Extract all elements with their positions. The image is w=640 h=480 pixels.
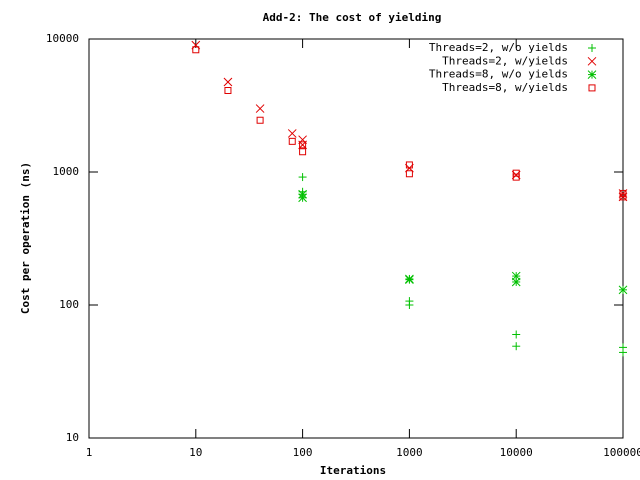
marker-stroke [299, 141, 307, 149]
y-tick-label: 100 [59, 298, 79, 311]
marker-stroke [512, 169, 520, 177]
point [299, 141, 307, 149]
marker-stroke [223, 77, 233, 87]
point [298, 193, 307, 203]
point [618, 285, 628, 295]
marker-stroke [588, 84, 596, 92]
marker-stroke [511, 277, 521, 287]
marker-stroke [512, 173, 520, 181]
legend-marker [588, 84, 596, 92]
point [192, 46, 200, 54]
x-tick-label: 1 [86, 446, 93, 459]
point [619, 348, 627, 357]
legend-label: Threads=8, w/o yields [429, 68, 568, 81]
marker-stroke [619, 193, 627, 201]
y-tick-label: 10 [66, 431, 79, 444]
marker-stroke [192, 46, 200, 54]
x-tick-label: 10 [189, 446, 202, 459]
legend-label: Threads=2, w/yields [442, 54, 568, 67]
marker-stroke [298, 193, 307, 203]
marker-stroke [405, 170, 413, 178]
marker-stroke [288, 137, 296, 145]
marker-stroke [224, 86, 232, 94]
marker-stroke [299, 148, 307, 156]
chart-title: Add-2: The cost of yielding [263, 11, 442, 24]
x-tick-label: 1000 [396, 446, 423, 459]
x-axis-label: Iterations [320, 464, 386, 477]
point [256, 116, 264, 124]
point [512, 173, 520, 181]
y-tick-label: 10000 [46, 32, 79, 45]
point [405, 301, 414, 309]
y-tick-label: 1000 [53, 165, 80, 178]
legend-label: Threads=2, w/o yields [429, 41, 568, 54]
x-tick-label: 100000 [603, 446, 640, 459]
point [511, 277, 521, 287]
marker-stroke [405, 275, 414, 285]
point [255, 104, 265, 113]
point [224, 86, 232, 94]
legend-label: Threads=8, w/yields [442, 81, 568, 94]
x-tick-label: 10000 [500, 446, 533, 459]
point [512, 169, 520, 177]
plot-frame [88, 38, 624, 439]
marker-stroke [255, 104, 265, 113]
marker-stroke [256, 116, 264, 124]
marker-stroke [405, 161, 413, 169]
y-axis-label: Cost per operation (ns) [19, 162, 32, 314]
point [405, 170, 413, 178]
point [223, 77, 233, 87]
point [619, 193, 627, 201]
point [512, 342, 521, 351]
point [299, 148, 307, 156]
marker-stroke [618, 285, 628, 295]
x-tick-label: 100 [293, 446, 313, 459]
legend-marker [587, 70, 597, 79]
point [298, 173, 307, 182]
marker-stroke [287, 129, 297, 138]
point [405, 161, 413, 169]
legend-marker [588, 44, 596, 52]
point [405, 275, 414, 285]
marker-stroke [587, 70, 597, 79]
marker-stroke [587, 56, 597, 66]
point [512, 330, 521, 339]
point [287, 129, 297, 138]
legend-marker [587, 56, 597, 66]
point [288, 137, 296, 145]
